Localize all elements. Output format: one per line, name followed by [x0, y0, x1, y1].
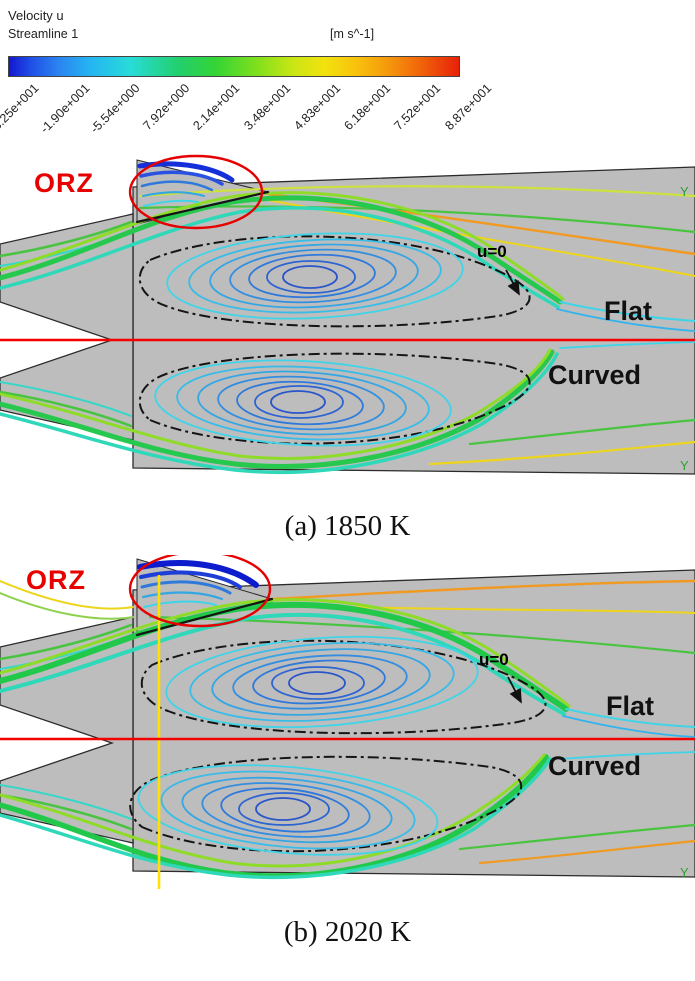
- flat-label: Flat: [606, 691, 655, 721]
- colorbar-tick-label: -3.25e+001: [0, 81, 42, 136]
- colorbar-gradient: [8, 56, 460, 77]
- orz-highlight-ellipse: [128, 555, 272, 628]
- u0-arrow: [505, 269, 520, 296]
- lower-recirculation: [129, 755, 523, 856]
- legend-title: Velocity u: [8, 8, 64, 23]
- upper-recirculation: [138, 232, 531, 328]
- curved-label: Curved: [548, 751, 642, 781]
- colorbar-tick-label: 7.92e+000: [140, 81, 193, 133]
- orz-vortex: [135, 560, 274, 637]
- streamlines: [0, 185, 695, 475]
- colorbar-tick-label: 4.83e+001: [291, 81, 344, 133]
- u0-arrow: [507, 676, 522, 704]
- caption-a: (a) 1850 K: [284, 509, 411, 542]
- y-axis-label: Y: [680, 458, 689, 473]
- legend-subtitle: Streamline 1: [8, 27, 79, 41]
- colorbar-tick-label: -1.90e+001: [37, 81, 93, 136]
- orz-label: ORZ: [34, 168, 94, 198]
- colorbar-tick-label: -5.54e+000: [87, 81, 143, 136]
- flow-field-b: Y: [0, 555, 695, 889]
- colorbar-tick-label: 6.18e+001: [341, 81, 394, 133]
- upper-recirculation: [140, 635, 547, 735]
- u0-annotation: u=0: [479, 650, 509, 669]
- caption-b: (b) 2020 K: [283, 915, 412, 948]
- curved-label: Curved: [548, 360, 642, 390]
- y-axis-label: Y: [680, 865, 689, 880]
- legend-units: [m s^-1]: [330, 27, 375, 41]
- panel-b: Y ORZ u=0 Flat Curved: [0, 555, 695, 900]
- lower-recirculation: [138, 352, 531, 447]
- streamlines: [0, 579, 695, 880]
- u0-annotation: u=0: [477, 242, 507, 261]
- colorbar-legend: Velocity u Streamline 1 [m s^-1] -3.25e+…: [0, 0, 695, 152]
- flat-label: Flat: [604, 296, 653, 326]
- orz-highlight-ellipse: [128, 154, 264, 230]
- colorbar-tick-label: 2.14e+001: [190, 81, 243, 133]
- orz-label: ORZ: [26, 565, 86, 595]
- panel-a: Y Y ORZ u=0 Flat Curved: [0, 152, 695, 497]
- flow-field-a: Y Y: [0, 154, 695, 475]
- colorbar-tick-label: 8.87e+001: [441, 81, 494, 133]
- y-axis-label: Y: [680, 184, 689, 199]
- colorbar-ticks: -3.25e+001 -1.90e+001 -5.54e+000 7.92e+0…: [0, 79, 494, 151]
- colorbar-tick-label: 3.48e+001: [241, 81, 294, 133]
- colorbar-tick-label: 7.52e+001: [391, 81, 444, 133]
